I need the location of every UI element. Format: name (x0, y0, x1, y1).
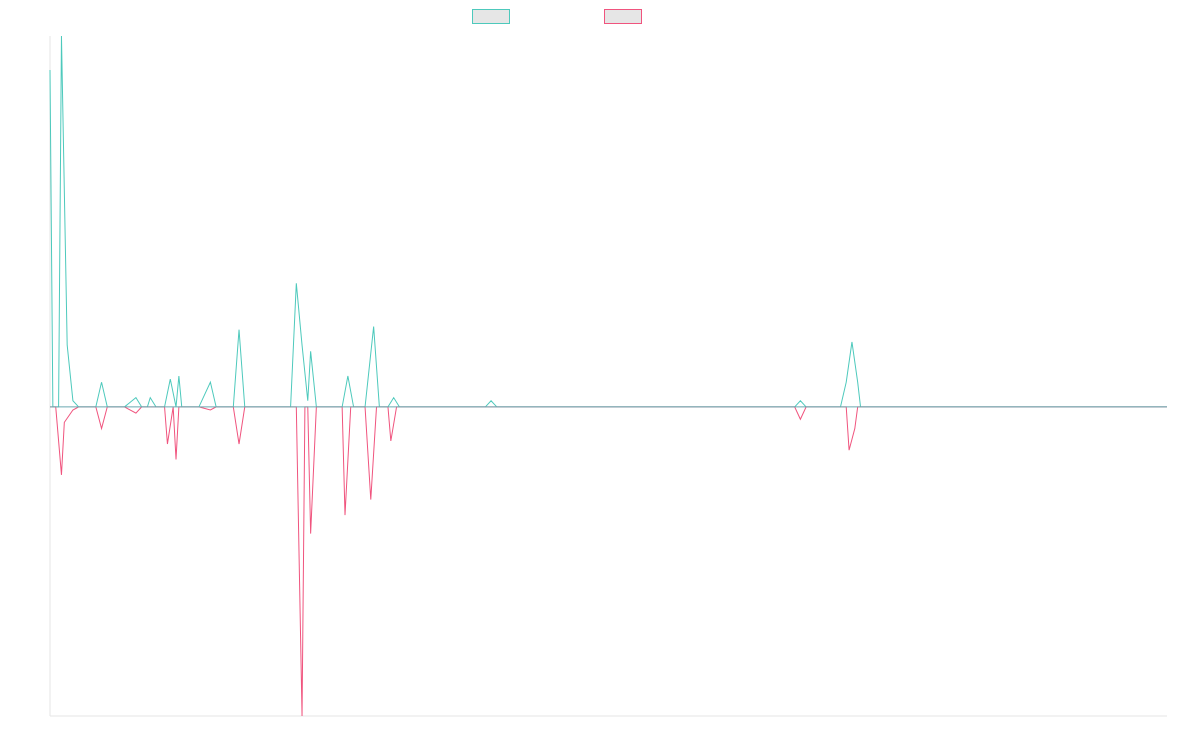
chart-legend (0, 0, 1200, 34)
series-line-2 (50, 406, 1167, 717)
legend-item-series-2[interactable] (604, 9, 648, 24)
legend-item-series-1[interactable] (472, 9, 516, 24)
legend-swatch-series-1 (472, 9, 510, 24)
axes-group (49, 36, 1167, 717)
series-line-1 (49, 35, 1167, 408)
series-layer (49, 35, 1167, 717)
legend-swatch-series-2 (604, 9, 642, 24)
